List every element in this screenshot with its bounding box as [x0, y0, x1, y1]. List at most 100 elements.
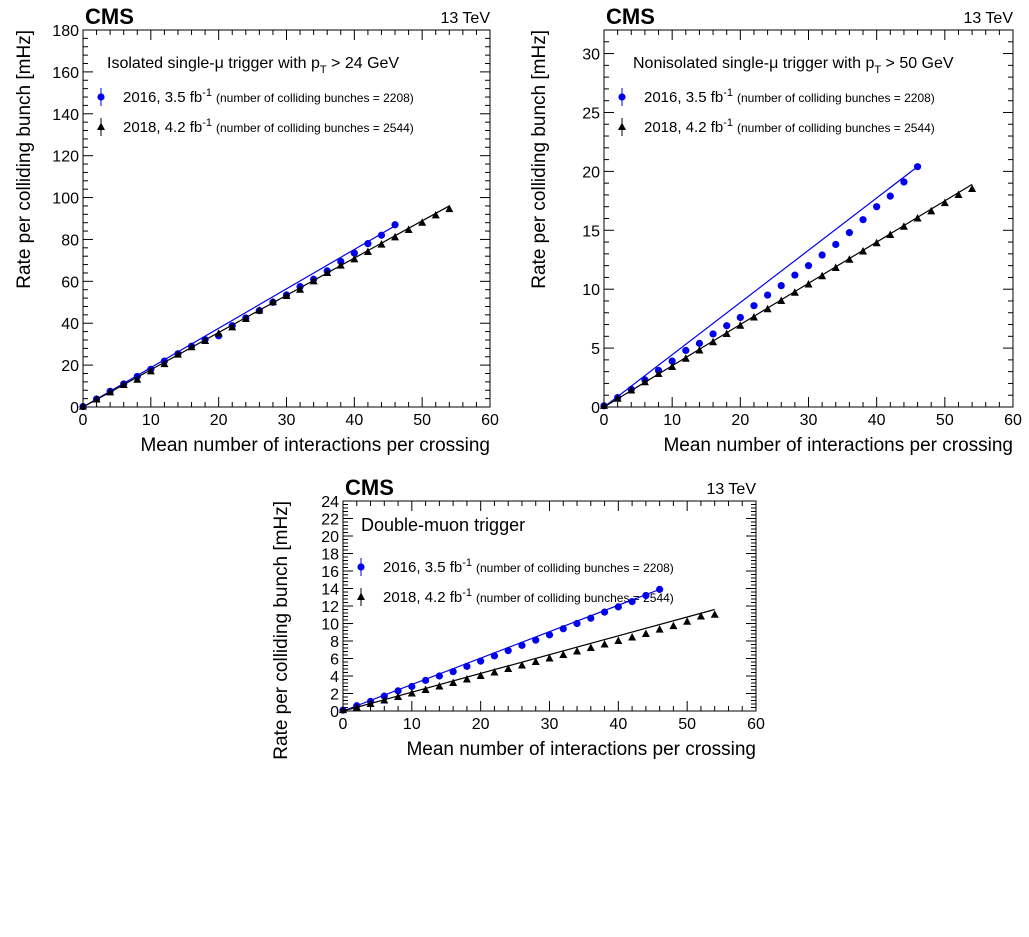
- data-point-2018: [899, 222, 908, 230]
- x-axis-title: Mean number of interactions per crossing: [140, 435, 490, 456]
- data-point-2016: [573, 619, 581, 628]
- legend-marker-triangle: [618, 122, 626, 130]
- legend-label-sup: -1: [202, 87, 212, 99]
- data-point-2018: [407, 689, 416, 697]
- data-point-2018: [380, 696, 389, 704]
- legend-label-sup: -1: [723, 117, 733, 129]
- data-point-2018: [559, 650, 568, 658]
- y-tick-label: 16: [321, 564, 339, 581]
- x-tick-label: 20: [210, 412, 228, 429]
- trigger-label-main: Nonisolated single-μ trigger with p: [633, 55, 874, 72]
- data-point-2018: [859, 246, 868, 255]
- energy-label: 13 TeV: [963, 10, 1013, 27]
- data-point-2018: [309, 276, 318, 285]
- data-point-2016: [435, 672, 443, 680]
- x-tick-label: 20: [731, 412, 749, 429]
- y-tick-label: 10: [582, 282, 600, 299]
- legend-marker-triangle: [357, 592, 365, 600]
- y-tick-label: 120: [52, 149, 79, 166]
- data-point-2018: [133, 375, 142, 383]
- y-tick-label: 0: [70, 400, 79, 417]
- data-point-2018: [431, 210, 440, 219]
- data-point-2018: [736, 321, 745, 329]
- data-point-2016: [587, 614, 595, 622]
- data-point-2018: [517, 661, 526, 669]
- data-point-2016: [394, 687, 402, 695]
- data-point-2016: [449, 668, 457, 676]
- energy-label: 13 TeV: [706, 481, 756, 498]
- x-tick-label: 30: [278, 412, 296, 429]
- x-tick-label: 20: [472, 716, 490, 733]
- data-point-2018: [282, 291, 291, 299]
- data-point-2016: [628, 598, 636, 606]
- data-point-2016: [832, 240, 840, 249]
- x-tick-label: 10: [403, 716, 421, 733]
- data-point-2018: [573, 647, 582, 655]
- data-point-2016: [750, 302, 758, 310]
- data-point-2018: [640, 377, 649, 386]
- data-point-2018: [404, 225, 413, 234]
- data-point-2018: [669, 621, 678, 630]
- data-point-2018: [92, 394, 101, 403]
- data-point-2016: [709, 330, 717, 338]
- data-point-2018: [790, 288, 799, 296]
- data-point-2018: [818, 271, 827, 280]
- data-point-2016: [642, 591, 650, 600]
- data-point-2018: [394, 692, 403, 700]
- data-point-2018: [363, 247, 372, 256]
- y-tick-label: 100: [52, 191, 79, 208]
- y-tick-label: 20: [61, 358, 79, 375]
- plot-frame: [603, 29, 1014, 408]
- y-tick-label: 140: [52, 107, 79, 124]
- y-tick-label: 20: [582, 164, 600, 181]
- data-point-2018: [119, 380, 128, 389]
- data-point-2018: [913, 214, 922, 222]
- data-point-2016: [391, 221, 399, 229]
- data-point-2016: [886, 192, 894, 200]
- data-point-2018: [268, 297, 277, 306]
- plot-frame: [82, 29, 491, 408]
- data-point-2018: [586, 643, 595, 651]
- data-point-2018: [350, 254, 359, 263]
- data-point-2018: [722, 329, 731, 337]
- y-tick-label: 24: [321, 494, 339, 511]
- data-point-2018: [600, 401, 608, 409]
- x-tick-label: 0: [79, 412, 88, 429]
- chart-isolated-single-muon: 0 10 20 30 40 50 60 0 20 40 60 80 100 120 140 160 180 Mea…: [14, 4, 499, 456]
- legend-label-main: 2018, 4.2 fb: [383, 589, 462, 606]
- trigger-label: Nonisolated single-μ trigger with pT > 5…: [633, 55, 954, 76]
- x-tick-label: 50: [413, 412, 431, 429]
- data-point-2018: [696, 612, 705, 620]
- data-point-2018: [614, 636, 623, 644]
- data-point-2018: [954, 190, 963, 198]
- y-axis-title: Rate per colliding bunch [mHz]: [271, 501, 292, 760]
- data-point-2016: [791, 271, 799, 279]
- data-point-2018: [214, 329, 223, 337]
- legend-label-note: (number of colliding bunches = 2544): [476, 591, 674, 605]
- data-point-2018: [490, 668, 499, 676]
- legend-marker-circle: [618, 93, 626, 101]
- data-point-2018: [377, 240, 386, 248]
- data-point-2016: [504, 647, 512, 655]
- legend-marker-circle: [357, 563, 365, 571]
- data-point-2018: [777, 296, 786, 304]
- data-point-2016: [873, 203, 881, 211]
- x-tick-label: 10: [663, 412, 681, 429]
- data-point-2016: [723, 322, 731, 330]
- data-point-2018: [476, 671, 485, 679]
- data-point-2016: [364, 240, 372, 248]
- data-point-2018: [241, 314, 250, 323]
- data-point-2016: [377, 231, 386, 239]
- trigger-label-sub: T: [874, 64, 881, 76]
- data-point-2016: [777, 282, 785, 290]
- x-tick-label: 0: [600, 412, 609, 429]
- x-tick-label: 40: [609, 716, 627, 733]
- chart-nonisolated-single-muon: 0 10 20 30 40 50 60 0 5 10 15 20 25 30 Mean number of …: [529, 4, 1022, 456]
- data-point-2016: [422, 676, 430, 684]
- data-point-2018: [106, 387, 115, 396]
- y-tick-label: 10: [321, 617, 339, 634]
- data-point-2016: [695, 339, 704, 347]
- data-point-2018: [228, 322, 237, 331]
- y-tick-label: 4: [330, 669, 339, 686]
